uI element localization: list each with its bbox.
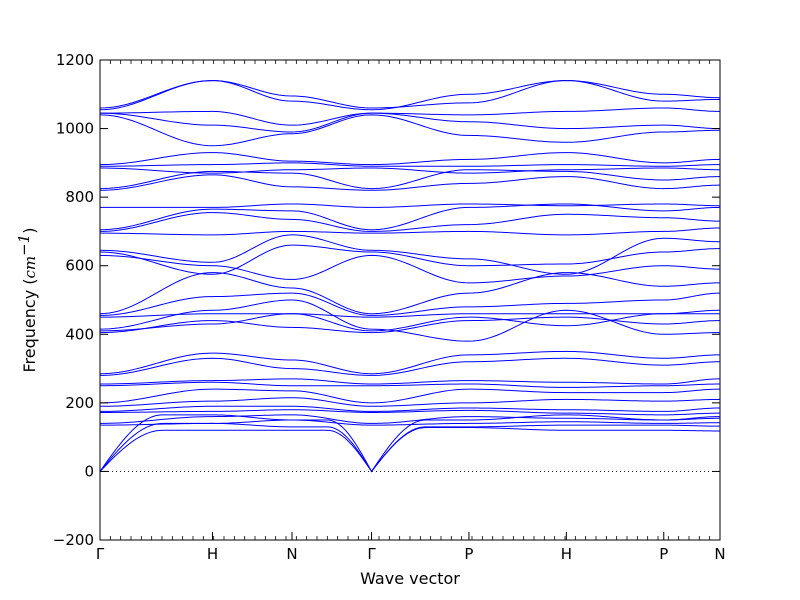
- y-tick-label: 200: [65, 394, 94, 412]
- phonon-branches: [99, 80, 721, 473]
- phonon-branch-4: [100, 419, 721, 426]
- phonon-branch-34: [100, 107, 721, 126]
- phonon-branch-19: [99, 272, 721, 315]
- y-tick-label: 800: [65, 188, 94, 206]
- phonon-branch-6: [99, 409, 721, 416]
- phonon-branch-15: [99, 309, 721, 332]
- phonon-branch-1: [99, 427, 720, 473]
- x-tick-label: Γ: [367, 545, 376, 563]
- phonon-branch-17: [99, 313, 720, 318]
- phonon-branch-27: [99, 174, 721, 191]
- phonon-branch-13: [99, 350, 721, 375]
- y-axis-label-text: Frequency: [20, 290, 39, 373]
- x-tick-label: P: [464, 545, 473, 563]
- y-axis-label-open-paren: (: [20, 279, 39, 290]
- phonon-branch-10: [99, 381, 721, 388]
- phonon-branch-9: [99, 388, 721, 404]
- phonon-branch-28: [99, 169, 721, 190]
- phonon-branch-16: [99, 299, 721, 342]
- phonon-branch-26: [100, 203, 720, 208]
- phonon-branch-18: [99, 292, 721, 316]
- y-tick-label: −200: [53, 531, 94, 549]
- phonon-branch-31: [99, 152, 721, 166]
- phonon-branch-14: [99, 316, 721, 334]
- x-tick-label: P: [659, 545, 668, 563]
- phonon-branch-7: [99, 405, 721, 412]
- phonon-branch-33: [99, 112, 721, 133]
- phonon-branch-22: [99, 234, 721, 275]
- y-axis-label: Frequency (cm−1): [15, 228, 39, 373]
- plot-background: [100, 60, 720, 540]
- plot-frame: [99, 59, 721, 541]
- y-tick-label: 0: [84, 462, 94, 480]
- x-tick-label: N: [714, 545, 725, 563]
- x-tick-label: H: [561, 545, 572, 563]
- y-tick-label: 1000: [56, 120, 94, 138]
- phonon-branch-8: [99, 397, 721, 407]
- phonon-branch-24: [99, 212, 721, 232]
- phonon-branch-36: [99, 80, 721, 109]
- y-axis-unit-exponent: −1: [15, 234, 33, 256]
- y-axis-label-close-paren: ): [20, 228, 39, 234]
- x-tick-label: H: [207, 545, 218, 563]
- phonon-branch-25: [99, 203, 721, 231]
- phonon-branch-32: [99, 114, 720, 147]
- x-tick-label: N: [286, 545, 297, 563]
- phonon-branch-23: [99, 227, 721, 236]
- x-tick-label: Γ: [96, 545, 105, 563]
- y-axis-label-group: Frequency (cm−1): [15, 228, 39, 373]
- phonon-branch-30: [99, 162, 721, 167]
- y-tick-label: 600: [65, 257, 94, 275]
- y-axis-ticks: −200 0 200 400 600 800 1000 1200: [53, 51, 720, 549]
- phonon-branch-11: [99, 378, 721, 385]
- y-tick-label: 400: [65, 325, 94, 343]
- y-axis-unit-base: cm: [21, 256, 39, 279]
- phonon-branch-5: [99, 414, 721, 424]
- phonon-branch-12: [99, 357, 721, 376]
- phonon-branch-20: [99, 254, 721, 284]
- x-axis-label: Wave vector: [360, 569, 460, 588]
- y-tick-label: 1200: [56, 51, 94, 69]
- phonon-branch-21: [99, 244, 721, 275]
- phonon-branch-29: [99, 167, 720, 174]
